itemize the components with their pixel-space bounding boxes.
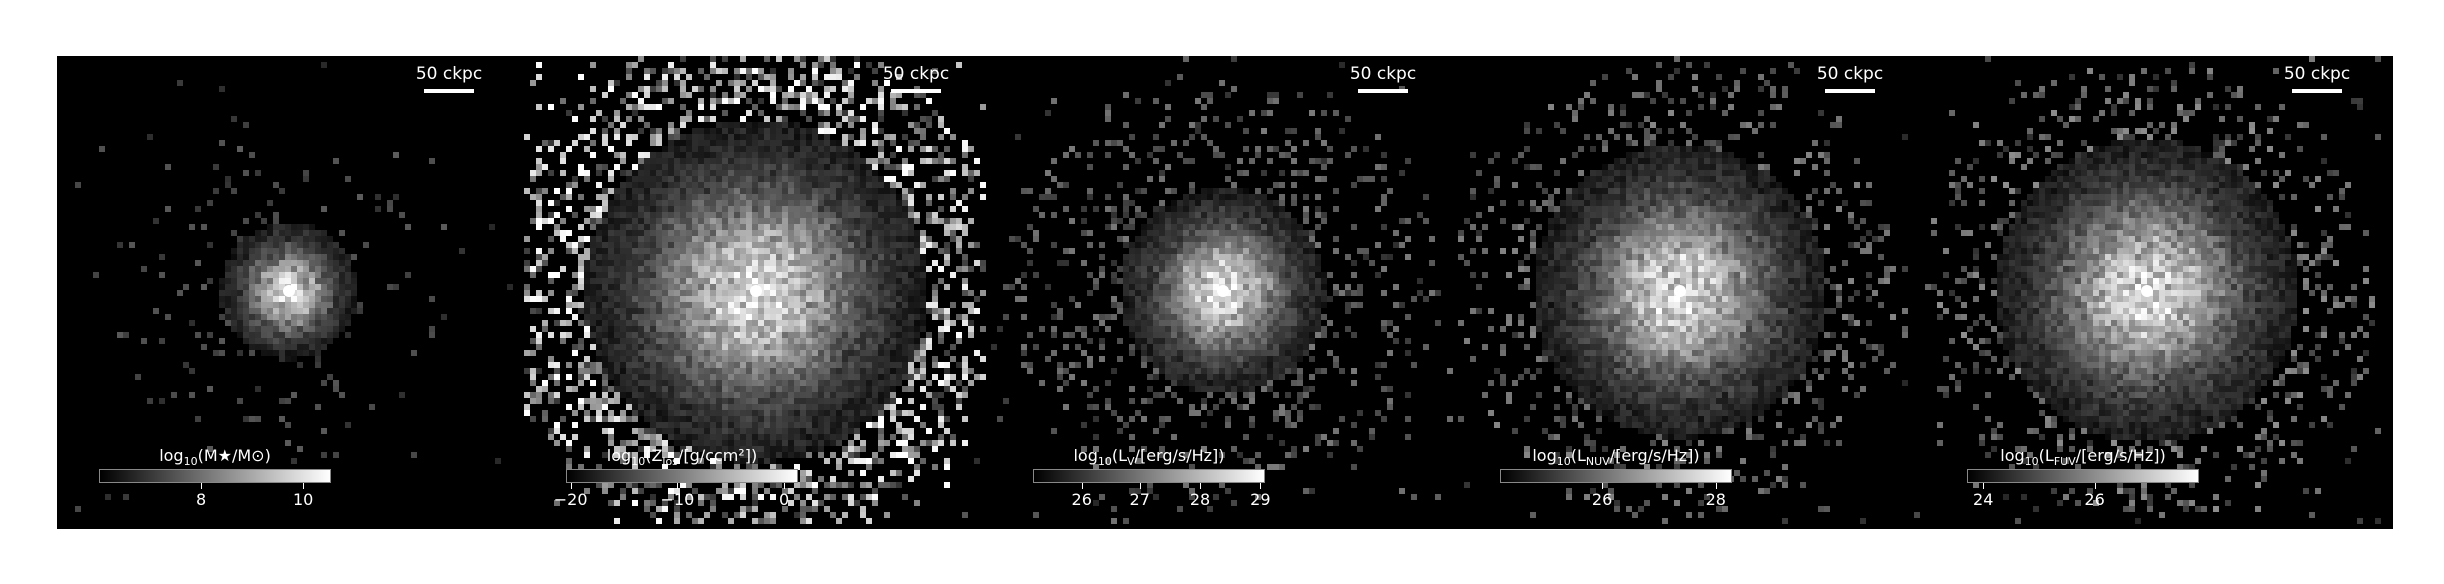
colorbar-tick xyxy=(1081,483,1083,489)
colorbar-tick xyxy=(201,483,203,489)
colorbar-tick xyxy=(1139,483,1141,489)
colorbar-tick-label: −10 xyxy=(660,490,695,509)
scale-bar: 50 ckpc xyxy=(1343,64,1423,93)
colorbar-tick xyxy=(1260,483,1262,489)
map-panel-1: 50 ckpc log10(M★/M⊙) 8 10 xyxy=(57,56,524,529)
colorbar-tick-label: −20 xyxy=(553,490,588,509)
colorbar-tick xyxy=(677,483,679,489)
colorbar xyxy=(1500,469,1732,483)
colorbar-tick-label: 26 xyxy=(1591,490,1613,509)
colorbar-tick-label: 29 xyxy=(1250,490,1271,509)
colorbar-tick-label: 26 xyxy=(1071,490,1092,509)
colorbar-tick xyxy=(1200,483,1202,489)
projection-map xyxy=(991,56,1453,524)
map-panel-5: 50 ckpc log10(LFUV/[erg/s/Hz]) 24 26 xyxy=(1925,56,2392,529)
colorbar-tick-label: 0 xyxy=(778,490,790,509)
scale-bar-label: 50 ckpc xyxy=(1816,64,1884,84)
map-panel-4: 50 ckpc log10(LNUV/[erg/s/Hz]) 26 28 xyxy=(1458,56,1925,529)
colorbar-label: log10(M★/M⊙) xyxy=(159,446,271,469)
scale-bar: 50 ckpc xyxy=(409,64,489,93)
colorbar-label: log10(LFUV/[erg/s/Hz]) xyxy=(2000,446,2166,469)
scale-bar: 50 ckpc xyxy=(876,64,956,93)
scale-bar-line xyxy=(891,89,941,93)
colorbar-tick xyxy=(1983,483,1985,489)
map-panel-3: 50 ckpc log10(LV/[erg/s/Hz]) 26 27 28 29 xyxy=(991,56,1458,529)
scale-bar-label: 50 ckpc xyxy=(882,64,950,84)
colorbar xyxy=(1967,469,2199,483)
scale-bar-line xyxy=(424,89,474,93)
projection-map xyxy=(1458,56,1920,524)
scale-bar: 50 ckpc xyxy=(2277,64,2357,93)
map-panel-2: 50 ckpc log10(Zlos/[g/ccm²]) −20 −10 0 xyxy=(524,56,991,529)
colorbar xyxy=(1033,469,1265,483)
colorbar-tick xyxy=(784,483,786,489)
colorbar-tick xyxy=(1715,483,1717,489)
scale-bar-line xyxy=(1825,89,1875,93)
figure-strip: 50 ckpc log10(M★/M⊙) 8 10 50 ckpc log10(Zlos/… xyxy=(57,56,2393,529)
colorbar-tick-label: 26 xyxy=(2084,490,2105,509)
colorbar-label: log10(LV/[erg/s/Hz]) xyxy=(1073,446,1225,469)
scale-bar-label: 50 ckpc xyxy=(1349,64,1417,84)
colorbar-tick xyxy=(303,483,305,489)
projection-map xyxy=(1925,56,2381,524)
colorbar-tick xyxy=(2094,483,2096,489)
scale-bar-label: 50 ckpc xyxy=(415,64,483,84)
colorbar-tick xyxy=(1602,483,1604,489)
scale-bar-line xyxy=(2292,89,2342,93)
scale-bar-line xyxy=(1358,89,1408,93)
projection-map xyxy=(524,56,986,524)
colorbar-tick-label: 28 xyxy=(1189,490,1211,509)
colorbar-tick-label: 27 xyxy=(1129,490,1150,509)
colorbar-tick-label: 10 xyxy=(292,490,314,509)
colorbar xyxy=(566,469,798,483)
scale-bar: 50 ckpc xyxy=(1810,64,1890,93)
scale-bar-label: 50 ckpc xyxy=(2283,64,2351,84)
colorbar-label: log10(Zlos/[g/ccm²]) xyxy=(606,446,758,469)
colorbar-tick xyxy=(570,483,572,489)
colorbar-tick-label: 8 xyxy=(195,490,207,509)
colorbar-label: log10(LNUV/[erg/s/Hz]) xyxy=(1532,446,1700,469)
colorbar-tick-label: 28 xyxy=(1705,490,1726,509)
colorbar xyxy=(99,469,331,483)
colorbar-tick-label: 24 xyxy=(1973,490,1994,509)
projection-map xyxy=(75,62,513,512)
